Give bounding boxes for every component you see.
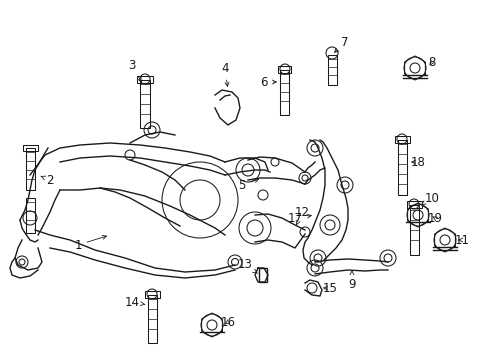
Text: 3: 3 — [128, 59, 141, 82]
Text: 7: 7 — [334, 36, 348, 52]
Bar — [26, 148, 35, 190]
Text: 8: 8 — [427, 55, 435, 68]
Text: 5: 5 — [238, 179, 258, 192]
Text: 4: 4 — [221, 62, 228, 86]
Bar — [406, 201, 421, 208]
Text: 6: 6 — [260, 76, 276, 89]
Bar — [409, 205, 418, 255]
Text: 10: 10 — [421, 192, 439, 204]
Bar — [140, 80, 150, 128]
Text: 17: 17 — [287, 212, 311, 225]
Text: 16: 16 — [220, 315, 235, 328]
Bar — [148, 295, 157, 343]
Bar — [26, 198, 35, 233]
Bar — [280, 70, 288, 115]
Bar — [259, 268, 266, 282]
Text: 1: 1 — [74, 235, 106, 252]
Text: 9: 9 — [347, 271, 355, 291]
Text: 14: 14 — [124, 296, 145, 309]
Bar — [137, 76, 153, 83]
Bar — [394, 136, 409, 143]
Text: 15: 15 — [322, 282, 337, 294]
Bar — [278, 66, 290, 73]
Text: 2: 2 — [41, 174, 54, 186]
Bar — [145, 291, 160, 298]
Text: 19: 19 — [427, 212, 442, 225]
Text: 13: 13 — [237, 258, 257, 273]
Text: 12: 12 — [294, 206, 309, 225]
Text: 18: 18 — [410, 156, 425, 168]
Bar — [397, 140, 406, 195]
Text: 11: 11 — [453, 234, 468, 247]
Bar — [23, 145, 38, 151]
Bar — [327, 55, 336, 85]
